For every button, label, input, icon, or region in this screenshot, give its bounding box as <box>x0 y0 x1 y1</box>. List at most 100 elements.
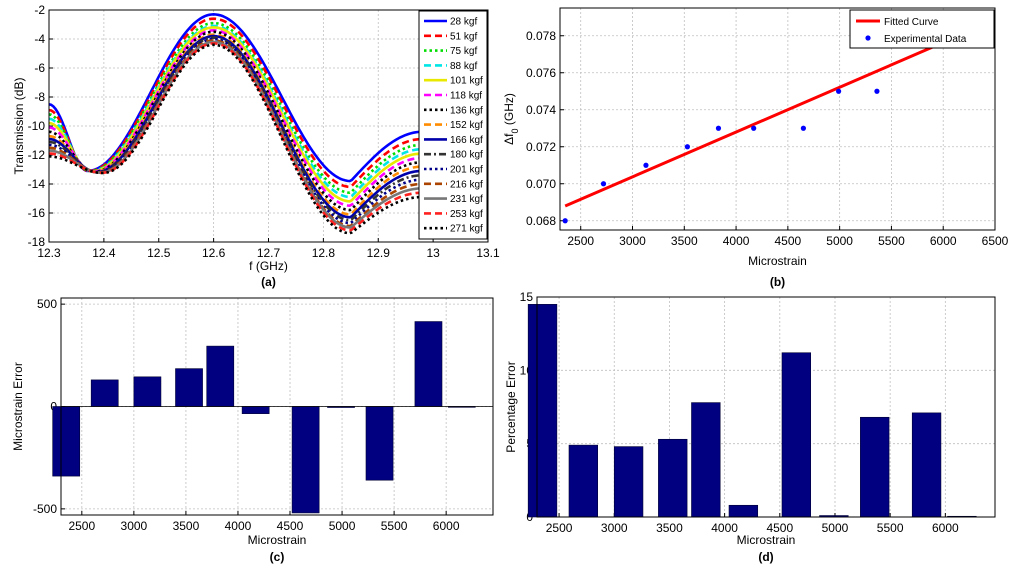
legend-label: 118 kgf <box>450 91 482 102</box>
x-tick-label: 2500 <box>567 234 594 248</box>
series-line-75-kgf <box>49 21 423 195</box>
chart-a: 12.3 12.4 12.5 12.6 12.7 12.8 12.9 13 13.1 -18 -16… <box>12 3 500 289</box>
x-tick-label: 5500 <box>877 521 904 535</box>
x-tick-label: 3000 <box>619 234 646 248</box>
x-tick-label: 6000 <box>433 519 460 533</box>
x-tick-label: 5000 <box>329 519 356 533</box>
data-point <box>562 218 568 224</box>
data-point <box>715 125 722 131</box>
bar <box>527 304 558 518</box>
y-tick-label: 0.068 <box>526 214 556 228</box>
x-tick-label: 4500 <box>277 519 304 533</box>
bar <box>860 416 890 518</box>
y-tick-label: 15 <box>520 290 534 304</box>
x-tick-label: 4000 <box>711 521 738 535</box>
series-line-271-kgf <box>49 43 423 235</box>
x-tick-label: 12.3 <box>37 246 61 260</box>
x-tick-label: 6000 <box>930 234 957 248</box>
series-line-166-kgf <box>49 34 423 219</box>
x-tick-label: 6000 <box>932 521 959 535</box>
legend-label: 231 kgf <box>450 194 483 205</box>
series-line-201-kgf <box>49 37 423 225</box>
y-tick-label: 0.072 <box>526 140 556 154</box>
bar <box>291 406 320 514</box>
x-tick-label: 3500 <box>173 519 200 533</box>
bar <box>133 376 162 407</box>
x-tick-label: 2500 <box>546 521 573 535</box>
series-line-101-kgf <box>49 26 423 203</box>
bar <box>781 352 812 518</box>
legend-box <box>849 9 995 49</box>
data-point <box>800 125 806 131</box>
legend-label: Experimental Data <box>884 34 967 45</box>
bar <box>365 406 394 481</box>
y-tick-label: -500 <box>33 502 57 516</box>
axes-box <box>536 296 996 518</box>
legend-label: 216 kgf <box>450 179 483 190</box>
x-tick-label: 4500 <box>766 521 793 535</box>
x-tick-label: 13 <box>426 246 440 260</box>
x-tick-label: 12.6 <box>202 246 226 260</box>
x-tick-label: 3500 <box>671 234 698 248</box>
legend-label: Fitted Curve <box>884 17 939 28</box>
bar <box>90 379 119 407</box>
series-line-51-kgf <box>49 17 423 189</box>
x-tick-label: 5000 <box>826 234 853 248</box>
x-tick-label: 5000 <box>822 521 849 535</box>
y-tick-label: -16 <box>28 206 46 220</box>
legend-label: 101 kgf <box>450 76 483 87</box>
legend-label: 166 kgf <box>450 135 483 146</box>
y-tick-label: 0.074 <box>526 103 556 117</box>
y-tick-label: -18 <box>28 235 46 249</box>
y-tick-label: 0.078 <box>526 29 556 43</box>
x-axis-label: Microstrain <box>737 533 796 547</box>
legend-label: 253 kgf <box>450 209 483 220</box>
y-tick-label: 0.076 <box>526 66 556 80</box>
axes-box <box>60 297 494 516</box>
x-axis-label: f (GHz) <box>249 259 288 273</box>
legend-label: 152 kgf <box>450 120 483 131</box>
y-tick-label: 0.070 <box>526 177 556 191</box>
x-tick-label: 5500 <box>381 519 408 533</box>
y-tick-label: 500 <box>37 297 57 311</box>
y-tick-label: -14 <box>28 177 46 191</box>
chart-b: 2500 3000 3500 4000 4500 5000 5500 6000 6500 0.06… <box>502 7 1009 289</box>
x-tick-label: 2500 <box>68 519 95 533</box>
panel-label: (b) <box>770 275 785 289</box>
legend-label: 180 kgf <box>450 150 483 161</box>
bar <box>175 368 203 407</box>
series-line-253-kgf <box>49 42 423 232</box>
bar <box>691 402 721 518</box>
data-point <box>751 125 757 131</box>
legend-label: 51 kgf <box>450 31 477 42</box>
legend-label: 28 kgf <box>450 17 477 28</box>
chart-d: 25003000350040004500500055006000051015Mi… <box>504 290 996 564</box>
y-tick-label: -12 <box>28 148 46 162</box>
x-tick-label: 12.9 <box>367 246 391 260</box>
y-axis-label: Percentage Error <box>504 361 518 452</box>
bar <box>613 446 644 518</box>
data-point <box>643 162 649 168</box>
x-tick-label: 3500 <box>656 521 683 535</box>
x-tick-label: 12.5 <box>147 246 171 260</box>
x-tick-label: 3000 <box>601 521 628 535</box>
x-tick-label: 12.8 <box>312 246 336 260</box>
legend-label: 136 kgf <box>450 105 483 116</box>
data-point <box>836 88 842 94</box>
x-tick-label: 4500 <box>775 234 802 248</box>
legend-label: 75 kgf <box>450 46 477 57</box>
bar <box>52 406 81 477</box>
bar <box>414 321 443 407</box>
bar <box>911 412 942 518</box>
x-tick-label: 4000 <box>225 519 252 533</box>
legend-label: 201 kgf <box>450 165 483 176</box>
y-axis-label: Microstrain Error <box>11 362 25 451</box>
chart-c: 25003000350040004500500055006000-5000500… <box>11 297 494 564</box>
y-tick-label: -6 <box>34 61 45 75</box>
y-axis-label: Δf0 (GHz) <box>502 93 520 145</box>
x-axis-label: Microstrain <box>248 533 307 547</box>
series-line-118-kgf <box>49 28 423 208</box>
x-tick-label: 12.7 <box>257 246 281 260</box>
axes-box <box>48 9 489 243</box>
